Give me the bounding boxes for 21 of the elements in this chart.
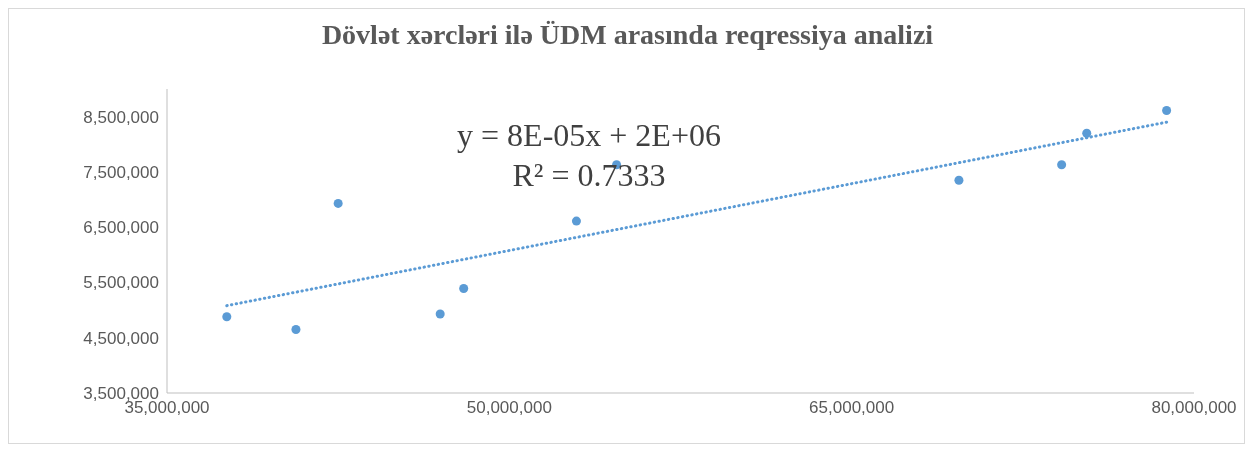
x-tick-label: 80,000,000	[1151, 398, 1237, 418]
x-tick-label: 65,000,000	[809, 398, 895, 418]
point	[1162, 106, 1172, 116]
point	[333, 198, 343, 208]
point	[1082, 128, 1092, 138]
x-tick-label: 50,000,000	[466, 398, 552, 418]
point	[459, 284, 469, 294]
y-tick-label: 6,500,000	[83, 218, 159, 238]
point	[571, 216, 581, 226]
point	[954, 175, 964, 185]
point	[435, 309, 445, 319]
y-tick-label: 8,500,000	[83, 107, 159, 127]
annotation: y = 8E-05x + 2E+06	[456, 117, 722, 154]
point	[222, 312, 232, 322]
chart-title: Dövlət xərcləri ilə ÜDM arasında reqressiya analizi	[320, 19, 935, 51]
point	[291, 324, 301, 334]
y-tick-label: 7,500,000	[83, 162, 159, 182]
annotation: R² = 0.7333	[511, 157, 667, 194]
point	[1057, 160, 1067, 170]
y-tick-label: 5,500,000	[83, 273, 159, 293]
y-tick-label: 4,500,000	[83, 328, 159, 348]
